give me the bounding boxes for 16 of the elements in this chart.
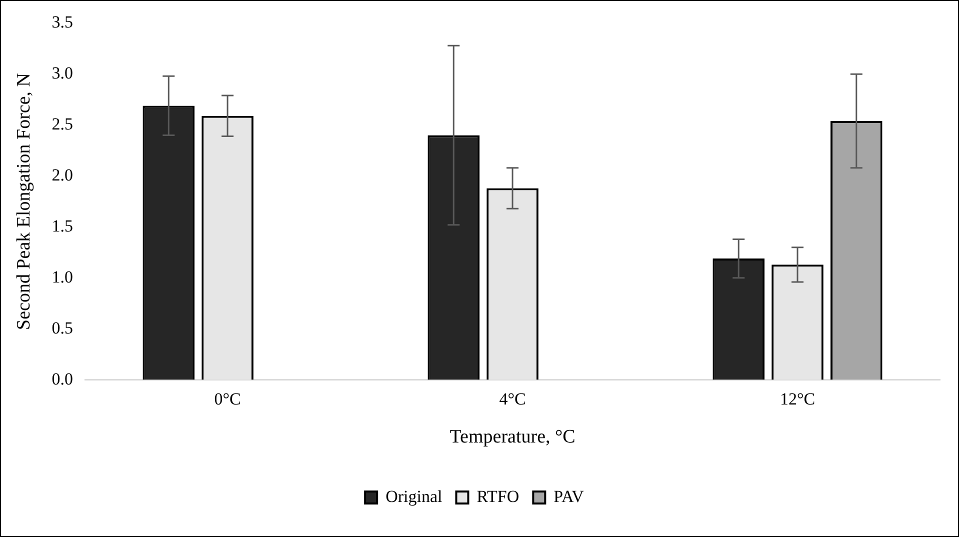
y-tick-label: 2.5 <box>52 114 74 134</box>
y-tick-label: 1.5 <box>52 216 74 236</box>
legend-label: Original <box>386 486 443 506</box>
y-tick-label: 3.5 <box>52 12 74 32</box>
y-axis-title: Second Peak Elongation Force, N <box>13 72 34 330</box>
x-axis-title: Temperature, °C <box>450 426 576 448</box>
legend-label: PAV <box>554 486 585 506</box>
y-tick-label: 0.0 <box>52 369 74 388</box>
x-tick-label: 0°C <box>214 389 241 408</box>
legend-label: RTFO <box>476 486 520 506</box>
x-tick-label: 12°C <box>780 389 816 408</box>
y-tick-label: 3.0 <box>52 64 74 83</box>
y-tick-label: 1.0 <box>52 267 74 286</box>
y-tick-label: 2.0 <box>52 165 74 184</box>
x-tick-label: 4°C <box>499 389 526 408</box>
y-tick-label: 0.5 <box>52 318 74 338</box>
